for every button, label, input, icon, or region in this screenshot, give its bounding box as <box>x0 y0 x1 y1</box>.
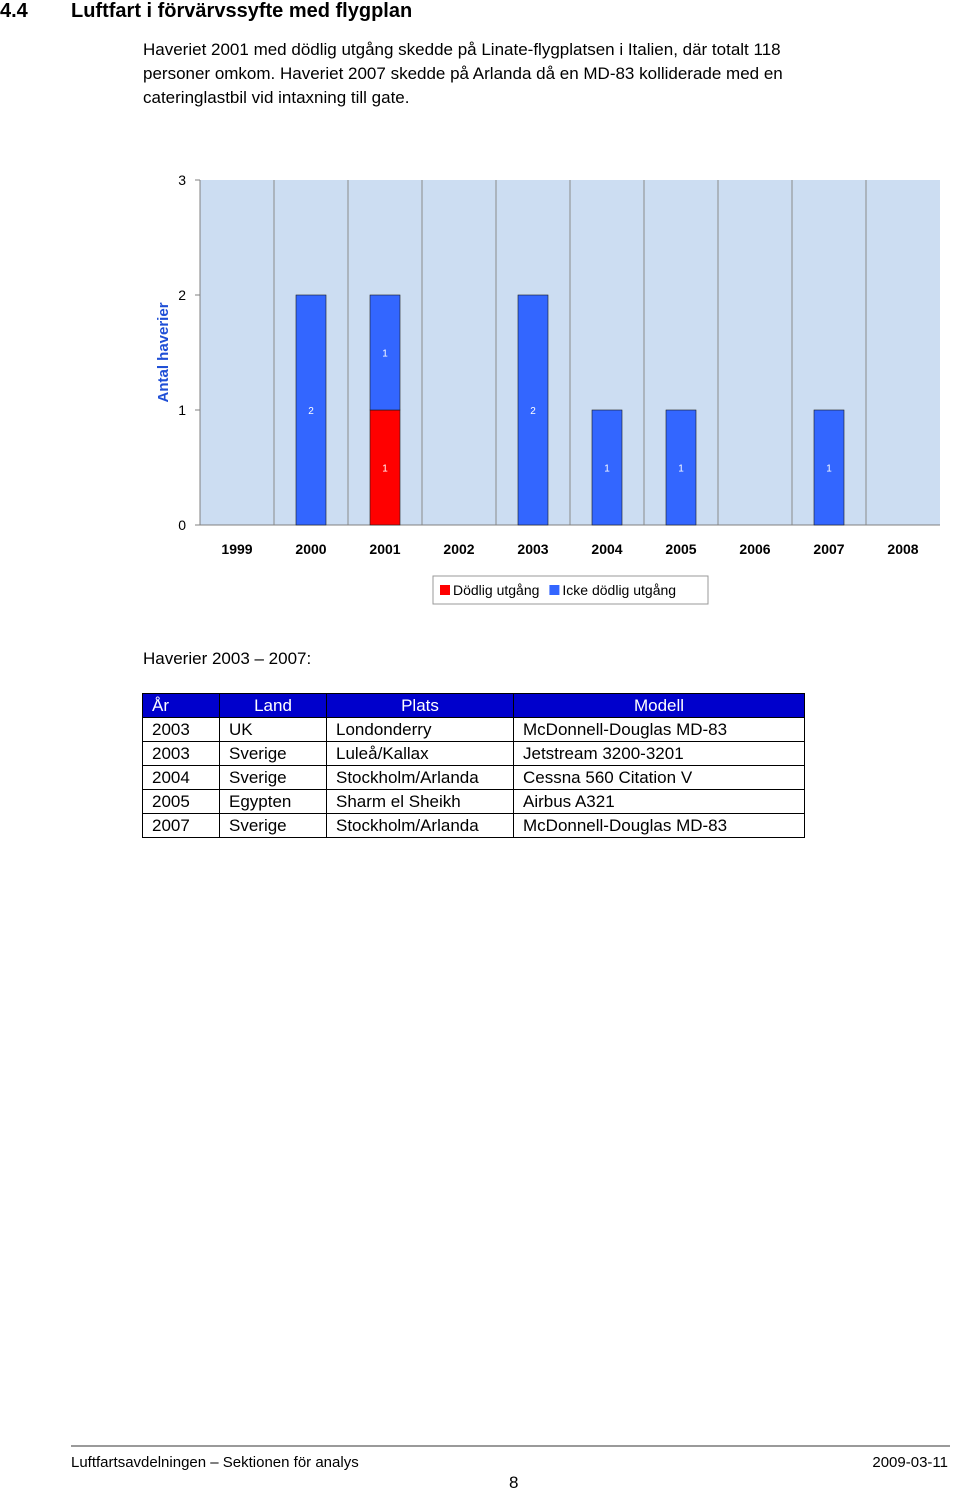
footer-divider <box>71 1445 950 1447</box>
x-tick-label: 2000 <box>295 541 326 557</box>
cell-country: Egypten <box>219 789 327 814</box>
legend-label: Dödlig utgång <box>453 582 539 598</box>
cell-year: 2003 <box>142 717 220 742</box>
column-header-year: År <box>142 693 220 718</box>
page-number: 8 <box>509 1473 519 1492</box>
cell-year: 2007 <box>142 813 220 838</box>
column-header-place: Plats <box>326 693 514 718</box>
x-tick-label: 2004 <box>591 541 622 557</box>
cell-model: McDonnell-Douglas MD-83 <box>513 717 805 742</box>
cell-year: 2004 <box>142 765 220 790</box>
x-tick-label: 2008 <box>887 541 918 557</box>
y-tick-label: 0 <box>178 517 186 533</box>
data-label: 1 <box>678 464 684 475</box>
y-axis-title: Antal haverier <box>155 302 172 402</box>
legend-swatch <box>549 585 560 595</box>
section-title: Luftfart i förvärvssyfte med flygplan <box>71 0 413 22</box>
x-tick-label: 2007 <box>813 541 844 557</box>
data-label: 1 <box>382 349 388 360</box>
table-row: 2003 Sverige Luleå/Kallax Jetstream 3200… <box>142 741 805 766</box>
table-row: 2005 Egypten Sharm el Sheikh Airbus A321 <box>142 789 805 814</box>
cell-place: Stockholm/Arlanda <box>326 765 514 790</box>
bar <box>517 294 549 526</box>
bar <box>295 294 327 526</box>
legend <box>432 575 709 605</box>
cell-model: Jetstream 3200-3201 <box>513 741 805 766</box>
cell-model: Cessna 560 Citation V <box>513 765 805 790</box>
data-label: 2 <box>308 406 314 417</box>
cell-country: UK <box>219 717 327 742</box>
intro-line: personer omkom. Haveriet 2007 skedde på … <box>143 64 783 83</box>
cell-country: Sverige <box>219 765 327 790</box>
cell-country: Sverige <box>219 813 327 838</box>
cell-year: 2003 <box>142 741 220 766</box>
intro-line: Haveriet 2001 med dödlig utgång skedde p… <box>143 40 781 59</box>
data-label: 1 <box>604 464 610 475</box>
footer-department: Luftfartsavdelningen – Sektionen för ana… <box>71 1454 359 1471</box>
column-header-country: Land <box>219 693 327 718</box>
column-header-model: Modell <box>513 693 805 718</box>
cell-place: Luleå/Kallax <box>326 741 514 766</box>
table-heading: Haverier 2003 – 2007: <box>143 649 312 668</box>
cell-country: Sverige <box>219 741 327 766</box>
bar <box>665 409 697 526</box>
table-row: 2003 UK Londonderry McDonnell-Douglas MD… <box>142 717 805 742</box>
y-tick-label: 3 <box>178 172 186 188</box>
cell-year: 2005 <box>142 789 220 814</box>
legend-swatch <box>440 585 450 595</box>
section-number: 4.4 <box>0 0 28 22</box>
data-label: 1 <box>382 464 388 475</box>
x-tick-label: 2001 <box>369 541 400 557</box>
cell-model: McDonnell-Douglas MD-83 <box>513 813 805 838</box>
y-tick-label: 2 <box>178 287 186 303</box>
bar <box>813 409 845 526</box>
bar <box>369 409 401 526</box>
cell-place: Sharm el Sheikh <box>326 789 514 814</box>
x-tick-label: 2005 <box>665 541 696 557</box>
bar <box>369 294 401 411</box>
x-tick-label: 2003 <box>517 541 548 557</box>
table-row: 2007 Sverige Stockholm/Arlanda McDonnell… <box>142 813 805 838</box>
legend-label: Icke dödlig utgång <box>562 582 676 598</box>
x-tick-label: 1999 <box>221 541 252 557</box>
cell-model: Airbus A321 <box>513 789 805 814</box>
accident-table: År Land Plats Modell 2003 UK Londonderry… <box>142 693 805 838</box>
table-header-row: År Land Plats Modell <box>142 693 805 718</box>
intro-paragraph: Haveriet 2001 med dödlig utgång skedde p… <box>143 38 903 110</box>
cell-place: Stockholm/Arlanda <box>326 813 514 838</box>
table-row: 2004 Sverige Stockholm/Arlanda Cessna 56… <box>142 765 805 790</box>
data-label: 1 <box>826 464 832 475</box>
accident-bar-chart: 0 1 2 3 Antal haverier 1999 2000 2001 2002 2003 20… <box>155 172 940 605</box>
cell-place: Londonderry <box>326 717 514 742</box>
intro-line: cateringlastbil vid intaxning till gate. <box>143 88 410 107</box>
y-tick-label: 1 <box>178 402 186 418</box>
x-tick-label: 2002 <box>443 541 474 557</box>
footer-date: 2009-03-11 <box>872 1454 948 1471</box>
data-label: 2 <box>530 406 536 417</box>
bar <box>591 409 623 526</box>
x-tick-label: 2006 <box>739 541 770 557</box>
